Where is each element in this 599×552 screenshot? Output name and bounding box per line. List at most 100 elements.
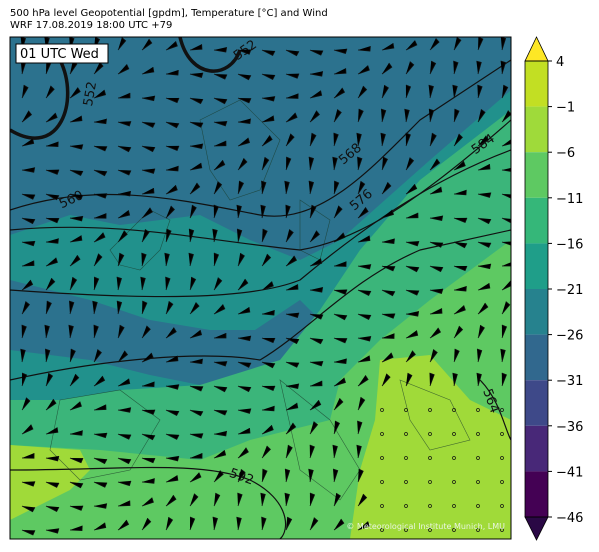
wind-barb bbox=[357, 264, 372, 270]
wind-barb bbox=[381, 62, 393, 75]
wind-barb bbox=[141, 497, 154, 507]
calm-dot bbox=[476, 432, 480, 436]
wind-barb bbox=[141, 252, 147, 267]
wind-barb bbox=[285, 112, 298, 123]
wind-barb bbox=[333, 313, 348, 321]
wind-barb bbox=[45, 481, 60, 488]
title: 500 hPa level Geopotential [gpdm], Tempe… bbox=[10, 8, 328, 19]
wind-barb bbox=[45, 455, 60, 462]
wind-barb bbox=[260, 204, 266, 219]
calm-dot bbox=[428, 432, 432, 436]
wind-barb bbox=[285, 516, 293, 531]
wind-barb bbox=[165, 185, 178, 195]
calm-dot bbox=[500, 432, 504, 436]
wind-barb bbox=[261, 156, 270, 171]
wind-barb bbox=[285, 49, 300, 57]
wind-barb bbox=[213, 159, 226, 171]
wind-barb bbox=[405, 132, 411, 147]
wind-barb bbox=[213, 385, 228, 393]
wind-barb bbox=[189, 121, 204, 128]
wind-barb bbox=[165, 327, 177, 339]
wind-barb bbox=[285, 93, 299, 99]
wind-barb bbox=[237, 335, 252, 342]
wind-barb bbox=[165, 165, 179, 172]
wind-barb bbox=[309, 517, 319, 531]
wind-barb bbox=[285, 133, 295, 147]
wind-barb bbox=[189, 182, 201, 195]
wind-barb bbox=[404, 108, 410, 123]
wind-barb bbox=[357, 313, 372, 320]
wind-barb bbox=[69, 115, 83, 123]
wind-barb bbox=[285, 204, 291, 219]
calm-dot bbox=[452, 504, 456, 508]
wind-barb bbox=[69, 276, 78, 291]
calm-dot bbox=[500, 480, 504, 484]
wind-barb bbox=[45, 277, 56, 291]
wind-barb bbox=[333, 289, 348, 295]
colorbar-band bbox=[525, 61, 548, 107]
wind-barb bbox=[500, 37, 507, 51]
calm-dot bbox=[404, 528, 408, 532]
calm-dot bbox=[452, 408, 456, 412]
wind-barb bbox=[501, 139, 511, 147]
wind-barb bbox=[117, 37, 127, 51]
calm-dot bbox=[380, 408, 384, 412]
wind-barb bbox=[405, 289, 420, 296]
wind-barb bbox=[92, 300, 98, 315]
wind-barb bbox=[213, 97, 228, 105]
wind-barb bbox=[165, 355, 179, 363]
wind-barb bbox=[141, 457, 156, 464]
wind-barb bbox=[93, 324, 99, 339]
wind-barb bbox=[93, 193, 108, 199]
wind-barb bbox=[452, 84, 458, 99]
wind-barb bbox=[117, 169, 132, 176]
wind-barb bbox=[357, 420, 363, 435]
wind-barb bbox=[21, 167, 36, 173]
wind-barb bbox=[93, 118, 107, 125]
wind-barb bbox=[429, 327, 442, 339]
wind-barb bbox=[189, 302, 200, 315]
wind-barb bbox=[260, 492, 266, 507]
wind-barb bbox=[69, 254, 81, 267]
wind-barb bbox=[21, 397, 31, 411]
wind-barb bbox=[309, 492, 316, 507]
wind-barb bbox=[333, 492, 341, 507]
wind-barb bbox=[189, 493, 199, 507]
wind-barb bbox=[477, 241, 492, 248]
wind-barb bbox=[141, 95, 156, 102]
wind-barb bbox=[405, 212, 419, 219]
wind-barb bbox=[309, 421, 319, 435]
wind-barb bbox=[309, 258, 323, 267]
wind-barb bbox=[405, 372, 413, 387]
wind-barb bbox=[428, 84, 434, 99]
wind-barb bbox=[429, 215, 444, 221]
wind-barb bbox=[213, 252, 220, 267]
wind-barb bbox=[357, 375, 369, 387]
wind-barb bbox=[236, 516, 242, 531]
wind-barb bbox=[501, 324, 508, 339]
wind-barb bbox=[381, 313, 396, 319]
colorbar-band bbox=[525, 471, 548, 517]
wind-barb bbox=[213, 120, 228, 127]
wind-barb bbox=[45, 257, 58, 267]
wind-barb bbox=[357, 180, 366, 195]
wind-barb bbox=[213, 204, 219, 219]
wind-barb bbox=[356, 444, 362, 459]
wind-barb bbox=[453, 108, 460, 123]
wind-barb bbox=[237, 492, 243, 507]
wind-barb bbox=[117, 230, 128, 243]
wind-barb bbox=[261, 361, 276, 369]
wind-barb bbox=[429, 60, 437, 75]
wind-barb bbox=[381, 289, 396, 297]
wind-barb bbox=[405, 311, 420, 317]
wind-barb bbox=[165, 433, 180, 440]
wind-barb bbox=[501, 262, 511, 267]
wind-barb bbox=[45, 169, 60, 175]
wind-barb bbox=[501, 217, 511, 224]
calm-dot bbox=[428, 480, 432, 484]
wind-barb bbox=[213, 361, 228, 367]
wind-barb bbox=[237, 278, 249, 291]
colorbar-band bbox=[525, 243, 548, 289]
wind-barb bbox=[93, 145, 108, 152]
wind-barb bbox=[285, 361, 300, 368]
